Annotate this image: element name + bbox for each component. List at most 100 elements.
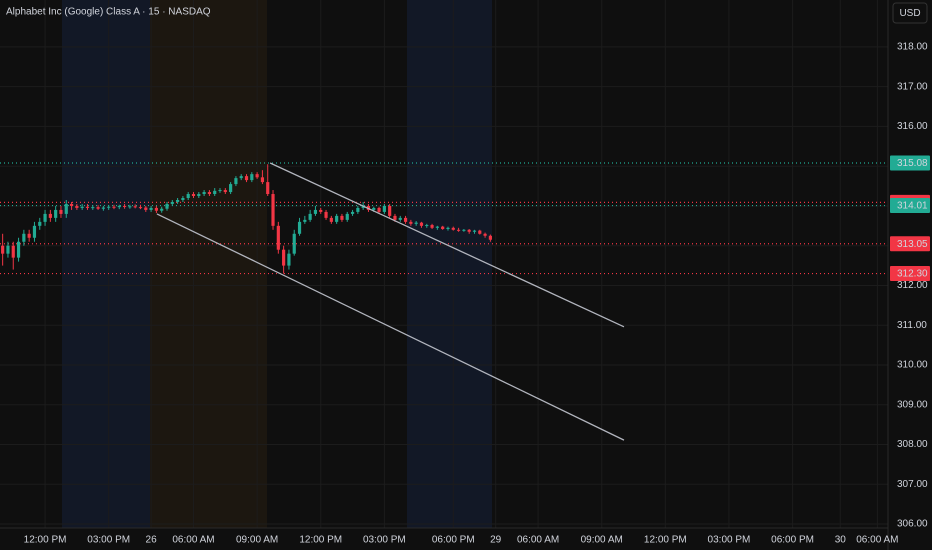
candle-body <box>117 205 121 208</box>
candle-body <box>128 206 132 208</box>
candle-body <box>372 207 376 210</box>
session-band <box>62 0 150 528</box>
price-label: 313.05 <box>897 239 928 250</box>
candle-body <box>223 190 227 193</box>
candle-body <box>75 205 79 208</box>
x-tick-label: 12:00 PM <box>644 535 687 546</box>
y-tick-label: 309.00 <box>897 399 928 410</box>
x-tick-label: 26 <box>146 535 158 546</box>
candle-body <box>271 194 275 226</box>
candle-body <box>6 245 10 254</box>
candle-body <box>409 221 413 224</box>
currency-label[interactable]: USD <box>899 8 920 19</box>
candle-body <box>133 206 137 208</box>
candle-body <box>229 184 233 193</box>
x-tick-label: 03:00 PM <box>708 535 751 546</box>
session-band <box>150 0 267 528</box>
candle-body <box>64 203 68 214</box>
candle-body <box>388 205 392 216</box>
y-tick-label: 311.00 <box>897 320 927 331</box>
trend-line <box>269 162 625 328</box>
candle-body <box>244 176 249 181</box>
candle-body <box>446 227 450 230</box>
y-tick-label: 312.00 <box>897 280 928 291</box>
y-tick-label: 310.00 <box>897 360 928 371</box>
candle-body <box>32 225 37 238</box>
candle-body <box>308 213 312 220</box>
candle-body <box>59 209 63 214</box>
x-tick-label: 09:00 AM <box>236 535 278 546</box>
candle-body <box>456 229 461 231</box>
candle-body <box>488 235 492 240</box>
candle-body <box>80 206 84 208</box>
chart-title: Alphabet Inc (Google) Class A · 15 · NAS… <box>6 7 211 18</box>
candle-body <box>483 233 487 236</box>
candle-body <box>69 203 74 206</box>
candle-body <box>250 174 254 181</box>
candle-body <box>112 206 116 208</box>
candle-body <box>382 205 386 212</box>
candle-body <box>287 253 291 266</box>
y-tick-label: 306.00 <box>897 519 928 530</box>
x-tick-label: 30 <box>835 535 847 546</box>
candle-body <box>239 176 243 179</box>
candle-body <box>324 211 328 218</box>
y-tick-label: 316.00 <box>897 121 928 132</box>
trend-line <box>156 213 625 441</box>
price-label: 315.08 <box>897 158 928 169</box>
price-label-box <box>890 198 930 214</box>
candle-body <box>319 209 323 212</box>
candle-body <box>149 207 153 210</box>
candle-body <box>441 226 445 230</box>
candle-body <box>54 209 58 218</box>
candle-body <box>202 192 206 195</box>
candle-body <box>160 208 164 211</box>
candle-body <box>398 217 402 220</box>
candle-body <box>107 206 111 208</box>
y-tick-label: 308.00 <box>897 439 928 450</box>
x-tick-label: 09:00 AM <box>581 535 623 546</box>
candle-body <box>176 199 180 202</box>
candle-body <box>144 207 148 210</box>
candle-body <box>170 201 174 204</box>
candle-body <box>11 245 15 258</box>
candle-body <box>419 222 424 226</box>
candle-body <box>393 215 397 220</box>
candle-body <box>1 245 5 254</box>
candle-body <box>138 207 143 209</box>
candle-body <box>85 206 90 208</box>
currency-button[interactable] <box>892 2 928 24</box>
session-band <box>407 0 492 528</box>
y-tick-label: 318.00 <box>897 42 928 53</box>
candle-body <box>122 205 127 207</box>
candle-body <box>207 192 211 195</box>
price-label: 314.01 <box>897 201 928 212</box>
candle-body <box>297 221 302 234</box>
candle-body <box>435 226 439 228</box>
candle-body <box>282 249 286 266</box>
candle-body <box>101 207 105 209</box>
candle-body <box>430 225 434 228</box>
x-tick-label: 03:00 PM <box>363 535 406 546</box>
x-tick-label: 06:00 PM <box>432 535 475 546</box>
candle-body <box>260 177 265 183</box>
candle-body <box>96 207 100 209</box>
candle-body <box>292 233 296 254</box>
x-tick-label: 12:00 PM <box>24 535 67 546</box>
x-tick-label: 06:00 AM <box>856 535 898 546</box>
candle-body <box>165 203 169 209</box>
candle-body <box>43 213 47 222</box>
candle-body <box>345 213 349 220</box>
candle-body <box>451 227 455 230</box>
y-tick-label: 307.00 <box>897 479 928 490</box>
candle-body <box>350 211 355 214</box>
x-tick-label: 06:00 AM <box>172 535 214 546</box>
candle-body <box>462 229 466 231</box>
candle-body <box>276 225 280 250</box>
candle-body <box>213 190 217 195</box>
candle-body <box>403 217 408 222</box>
candle-body <box>48 213 52 218</box>
candle-body <box>472 230 477 232</box>
candle-body <box>38 221 42 226</box>
